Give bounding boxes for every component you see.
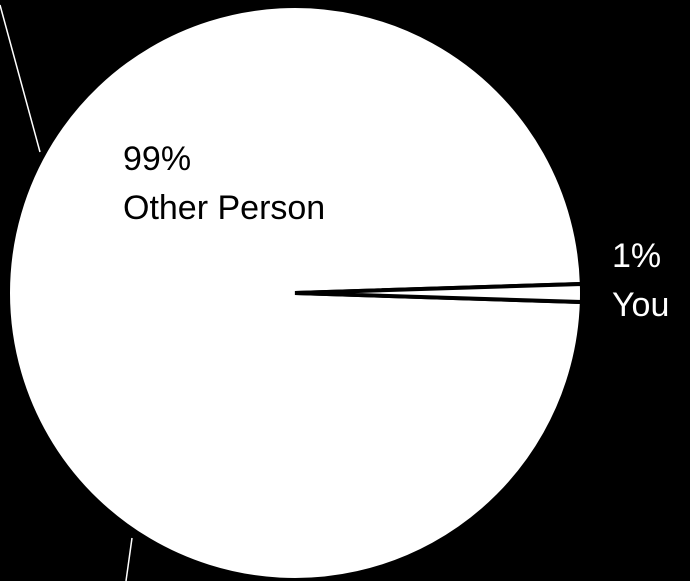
label-other-person-percent: 99% bbox=[123, 140, 191, 178]
pie-slice-you bbox=[294, 281, 584, 305]
label-you-percent: 1% bbox=[612, 237, 661, 275]
background-line-top bbox=[0, 4, 41, 153]
pie-slices bbox=[6, 4, 584, 581]
label-other-person-name: Other Person bbox=[123, 189, 325, 227]
background-line-bottom bbox=[125, 537, 133, 581]
label-you-name: You bbox=[612, 286, 669, 324]
